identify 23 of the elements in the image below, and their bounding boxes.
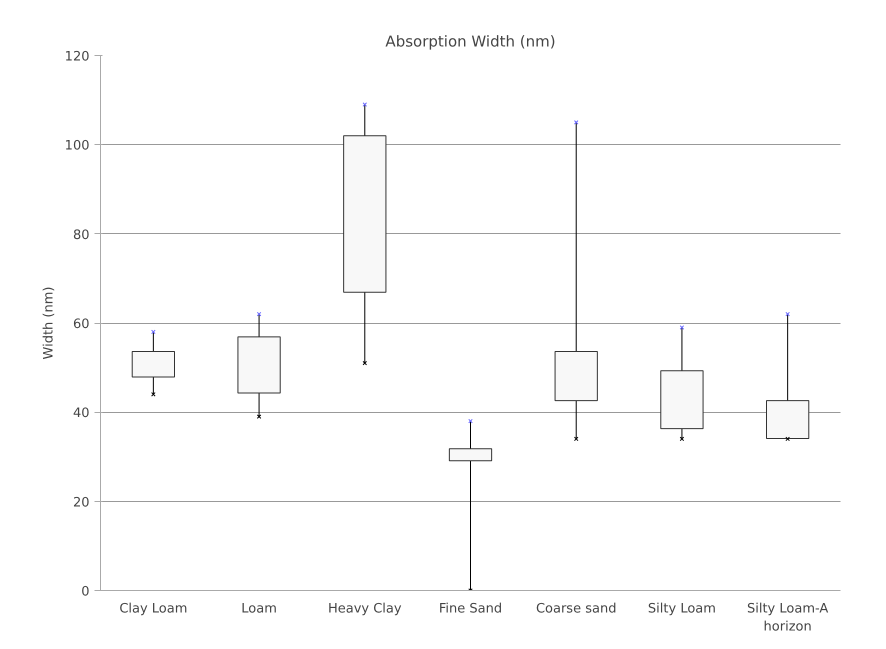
- y-tick-label: 80: [72, 228, 90, 243]
- y-tick-label: 60: [72, 317, 90, 332]
- point: [151, 330, 156, 334]
- x-tick-label: Silty Loam: [648, 602, 716, 616]
- x-tick-label: Fine Sand: [438, 602, 502, 616]
- point: [256, 312, 262, 316]
- x-tick-label: Silty Loam-A horizon: [746, 602, 828, 634]
- y-tick-label: 0: [81, 584, 90, 600]
- point: [574, 120, 578, 125]
- y-tick-label: 120: [64, 50, 90, 64]
- x-tick-label: Loam: [241, 602, 277, 616]
- point: [468, 418, 473, 424]
- x-tick-label: Coarse sand: [536, 602, 616, 616]
- y-tick-label: 20: [72, 495, 90, 510]
- point: [680, 325, 684, 330]
- x-tick-label: Clay Loam: [119, 602, 188, 616]
- chart-title: Absorption Width (nm): [385, 32, 556, 50]
- x-tick-label: Heavy Clay: [328, 602, 402, 616]
- y-axis-title: Width (nm): [42, 286, 57, 360]
- y-tick-label: 40: [72, 406, 90, 422]
- y-tick-label: 100: [64, 138, 90, 154]
- point: [785, 312, 790, 316]
- point: [362, 102, 368, 107]
